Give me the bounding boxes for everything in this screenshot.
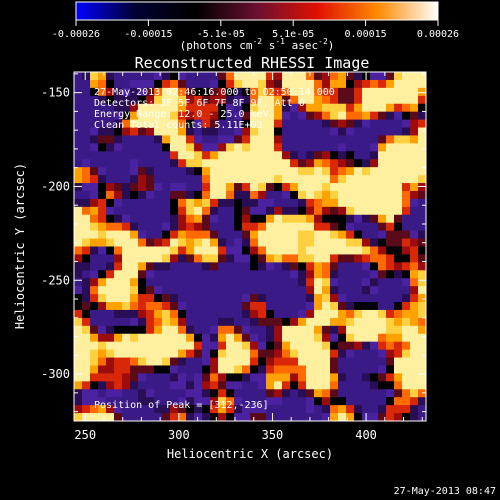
colorbar-tick-label: 5.1e-05	[272, 29, 314, 40]
observation-info: 27-May-2013 02:46:16.000 to 02:50:14.000…	[94, 87, 335, 131]
plot-frame	[73, 71, 427, 422]
colorbar-ticks: -0.00026 -0.00015 -5.1e-05 5.1e-05 0.00015 0.…	[52, 20, 459, 40]
colorbar-tick-label: 0.00015	[345, 29, 387, 40]
y-axis-label: Heliocentric Y (arcsec)	[13, 163, 27, 329]
info-clean-counts: Clean Total counts: 5.11E+03	[94, 120, 263, 131]
colorbar-tick-label: -5.1e-05	[197, 29, 245, 40]
footer-timestamp: 27-May-2013 08:47	[394, 486, 496, 497]
colorbar-tick-label: 0.00026	[417, 29, 459, 40]
y-tick-label: -250	[41, 273, 70, 287]
info-energy-range: Energy Range: 12.0 - 25.0 keV	[94, 109, 269, 120]
x-tick-label: 250	[74, 428, 96, 442]
y-tick-label: -200	[41, 179, 70, 193]
info-detectors: Detectors: 3F 5F 6F 7F 8F 9F, Att 0	[94, 98, 305, 109]
colorbar-tick-label: -0.00015	[124, 29, 172, 40]
x-axis-label: Heliocentric X (arcsec)	[167, 447, 333, 461]
rhessi-image	[74, 72, 426, 421]
colorbar-tick-label: -0.00026	[52, 29, 100, 40]
x-tick-label: 350	[262, 428, 284, 442]
colorbar	[75, 1, 439, 21]
x-tick-label: 300	[168, 428, 190, 442]
peak-position-label: Position of Peak = [312,-236]	[94, 400, 269, 411]
y-tick-label: -300	[41, 367, 70, 381]
plot-title: Reconstructed RHESSI Image	[135, 54, 370, 72]
x-tick-label: 400	[355, 428, 377, 442]
colorbar-unit-label: (photons cm-2 s-1 asec-2)	[180, 37, 335, 52]
info-time-range: 27-May-2013 02:46:16.000 to 02:50:14.000	[94, 87, 335, 98]
y-tick-label: -150	[41, 86, 70, 100]
axis-ticks: 250 300 350 400 -150 -200 -250 -300	[41, 72, 426, 442]
